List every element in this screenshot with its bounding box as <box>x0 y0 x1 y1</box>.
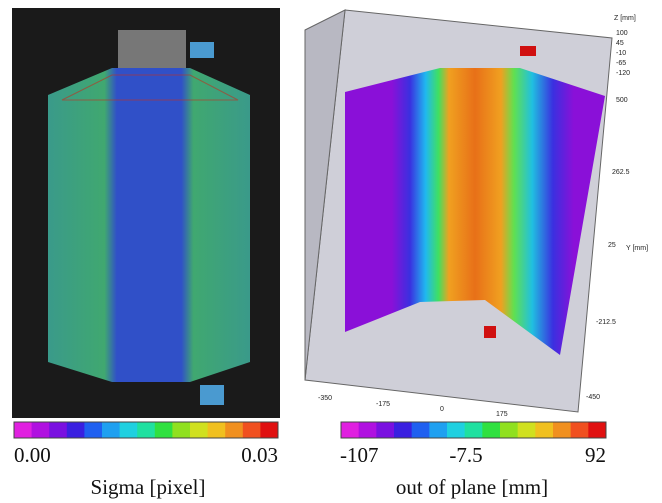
x-tick-label: 0 <box>440 406 444 413</box>
colorbar-segment <box>535 422 554 438</box>
marker <box>484 326 496 338</box>
colorbar-min: 0.00 <box>14 443 51 467</box>
colorbar-segment <box>225 422 244 438</box>
colorbar-max: 0.03 <box>241 443 278 467</box>
colorbar-segment <box>341 422 360 438</box>
colorbar-segment <box>260 422 279 438</box>
x-tick-label: 175 <box>496 411 508 418</box>
z-axis-title: Z [mm] <box>614 15 636 22</box>
colorbar-segment <box>66 422 85 438</box>
colorbar <box>13 421 279 439</box>
colorbar-segment <box>172 422 191 438</box>
colorbar-segment <box>49 422 68 438</box>
colorbar-segment <box>588 422 607 438</box>
colorbar-segment <box>84 422 103 438</box>
z-tick-label: 100 <box>616 30 628 37</box>
colorbar-segment <box>358 422 377 438</box>
colorbar-segment <box>429 422 448 438</box>
colorbar-segment <box>411 422 430 438</box>
box-side <box>304 9 346 381</box>
fixture <box>118 30 186 70</box>
colorbar-segment <box>242 422 261 438</box>
dic-field <box>48 68 250 382</box>
y-tick-label: -212.5 <box>596 319 616 326</box>
colorbar <box>340 421 607 439</box>
marker <box>190 42 214 58</box>
colorbar-frame <box>13 421 279 439</box>
colorbar-segment <box>464 422 483 438</box>
z-tick-label: 45 <box>616 40 624 47</box>
colorbar-segment <box>119 422 138 438</box>
colorbar-mid: -7.5 <box>449 443 482 467</box>
colorbar-segment <box>207 422 226 438</box>
z-tick-label: -10 <box>616 50 626 57</box>
z-tick-label: -65 <box>616 60 626 67</box>
marker <box>200 385 224 405</box>
colorbar-segment <box>190 422 209 438</box>
colorbar-segment <box>394 422 413 438</box>
y-axis-title: Y [mm] <box>626 245 648 252</box>
colorbar-frame <box>340 421 607 439</box>
colorbar-segment <box>570 422 589 438</box>
colorbar-segment <box>553 422 572 438</box>
y-tick-label: -450 <box>586 394 600 401</box>
colorbar-segment <box>14 422 33 438</box>
caption: Sigma [pixel] <box>91 475 206 499</box>
surface <box>345 68 605 355</box>
x-tick-label: -175 <box>376 401 390 408</box>
colorbar-segment <box>376 422 395 438</box>
colorbar-min: -107 <box>340 443 379 467</box>
colorbar-segment <box>154 422 173 438</box>
x-tick-label: -350 <box>318 395 332 402</box>
edge <box>61 74 239 101</box>
y-tick-label: 25 <box>608 242 616 249</box>
caption: out of plane [mm] <box>396 475 548 499</box>
colorbar-segment <box>137 422 156 438</box>
y-tick-label: 500 <box>616 97 628 104</box>
z-tick-label: -120 <box>616 70 630 77</box>
colorbar-segment <box>517 422 536 438</box>
colorbar-segment <box>500 422 519 438</box>
colorbar-segment <box>102 422 121 438</box>
y-tick-label: 262.5 <box>612 169 630 176</box>
colorbar-segment <box>31 422 50 438</box>
colorbar-segment <box>447 422 466 438</box>
marker <box>520 46 536 56</box>
colorbar-max: 92 <box>585 443 606 467</box>
colorbar-segment <box>482 422 501 438</box>
